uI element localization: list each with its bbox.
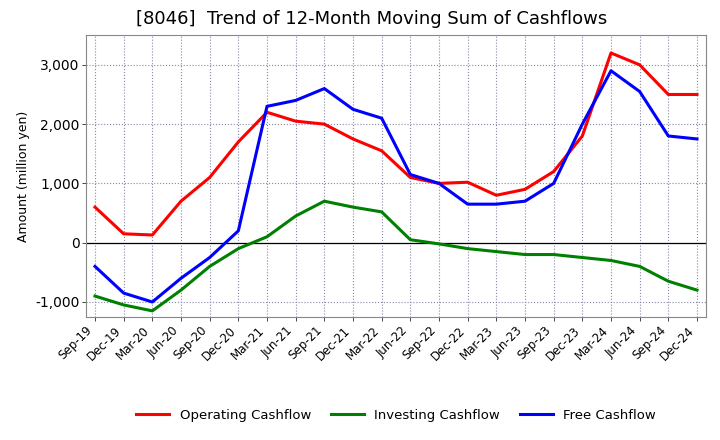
Operating Cashflow	[693, 92, 701, 97]
Investing Cashflow	[205, 264, 214, 269]
Free Cashflow	[464, 202, 472, 207]
Investing Cashflow	[120, 302, 128, 308]
Operating Cashflow	[91, 205, 99, 210]
Operating Cashflow	[263, 110, 271, 115]
Investing Cashflow	[664, 279, 672, 284]
Operating Cashflow	[549, 169, 558, 174]
Text: [8046]  Trend of 12-Month Moving Sum of Cashflows: [8046] Trend of 12-Month Moving Sum of C…	[136, 10, 607, 28]
Line: Free Cashflow: Free Cashflow	[95, 71, 697, 302]
Free Cashflow	[635, 89, 644, 94]
Free Cashflow	[406, 172, 415, 177]
Investing Cashflow	[148, 308, 157, 314]
Operating Cashflow	[292, 118, 300, 124]
Investing Cashflow	[91, 293, 99, 299]
Free Cashflow	[320, 86, 328, 91]
Operating Cashflow	[205, 175, 214, 180]
Investing Cashflow	[578, 255, 587, 260]
Y-axis label: Amount (million yen): Amount (million yen)	[17, 110, 30, 242]
Operating Cashflow	[664, 92, 672, 97]
Free Cashflow	[148, 299, 157, 304]
Operating Cashflow	[607, 50, 616, 55]
Investing Cashflow	[549, 252, 558, 257]
Legend: Operating Cashflow, Investing Cashflow, Free Cashflow: Operating Cashflow, Investing Cashflow, …	[130, 402, 662, 429]
Investing Cashflow	[406, 237, 415, 242]
Operating Cashflow	[492, 193, 500, 198]
Free Cashflow	[578, 121, 587, 127]
Operating Cashflow	[320, 121, 328, 127]
Line: Investing Cashflow: Investing Cashflow	[95, 201, 697, 311]
Free Cashflow	[348, 106, 357, 112]
Investing Cashflow	[176, 287, 185, 293]
Free Cashflow	[435, 181, 444, 186]
Free Cashflow	[693, 136, 701, 142]
Investing Cashflow	[292, 213, 300, 219]
Operating Cashflow	[578, 133, 587, 139]
Investing Cashflow	[607, 258, 616, 263]
Free Cashflow	[120, 290, 128, 296]
Free Cashflow	[292, 98, 300, 103]
Operating Cashflow	[234, 139, 243, 145]
Free Cashflow	[492, 202, 500, 207]
Free Cashflow	[234, 228, 243, 234]
Investing Cashflow	[234, 246, 243, 251]
Free Cashflow	[664, 133, 672, 139]
Operating Cashflow	[348, 136, 357, 142]
Operating Cashflow	[120, 231, 128, 236]
Investing Cashflow	[435, 241, 444, 246]
Operating Cashflow	[406, 175, 415, 180]
Free Cashflow	[263, 104, 271, 109]
Operating Cashflow	[176, 198, 185, 204]
Operating Cashflow	[464, 180, 472, 185]
Operating Cashflow	[635, 62, 644, 67]
Free Cashflow	[549, 181, 558, 186]
Investing Cashflow	[464, 246, 472, 251]
Investing Cashflow	[693, 287, 701, 293]
Operating Cashflow	[148, 232, 157, 238]
Investing Cashflow	[348, 205, 357, 210]
Free Cashflow	[521, 198, 529, 204]
Free Cashflow	[91, 264, 99, 269]
Operating Cashflow	[377, 148, 386, 154]
Free Cashflow	[377, 116, 386, 121]
Operating Cashflow	[521, 187, 529, 192]
Investing Cashflow	[635, 264, 644, 269]
Operating Cashflow	[435, 181, 444, 186]
Investing Cashflow	[320, 198, 328, 204]
Investing Cashflow	[492, 249, 500, 254]
Line: Operating Cashflow: Operating Cashflow	[95, 53, 697, 235]
Free Cashflow	[176, 275, 185, 281]
Investing Cashflow	[377, 209, 386, 215]
Investing Cashflow	[521, 252, 529, 257]
Investing Cashflow	[263, 234, 271, 239]
Free Cashflow	[205, 255, 214, 260]
Free Cashflow	[607, 68, 616, 73]
